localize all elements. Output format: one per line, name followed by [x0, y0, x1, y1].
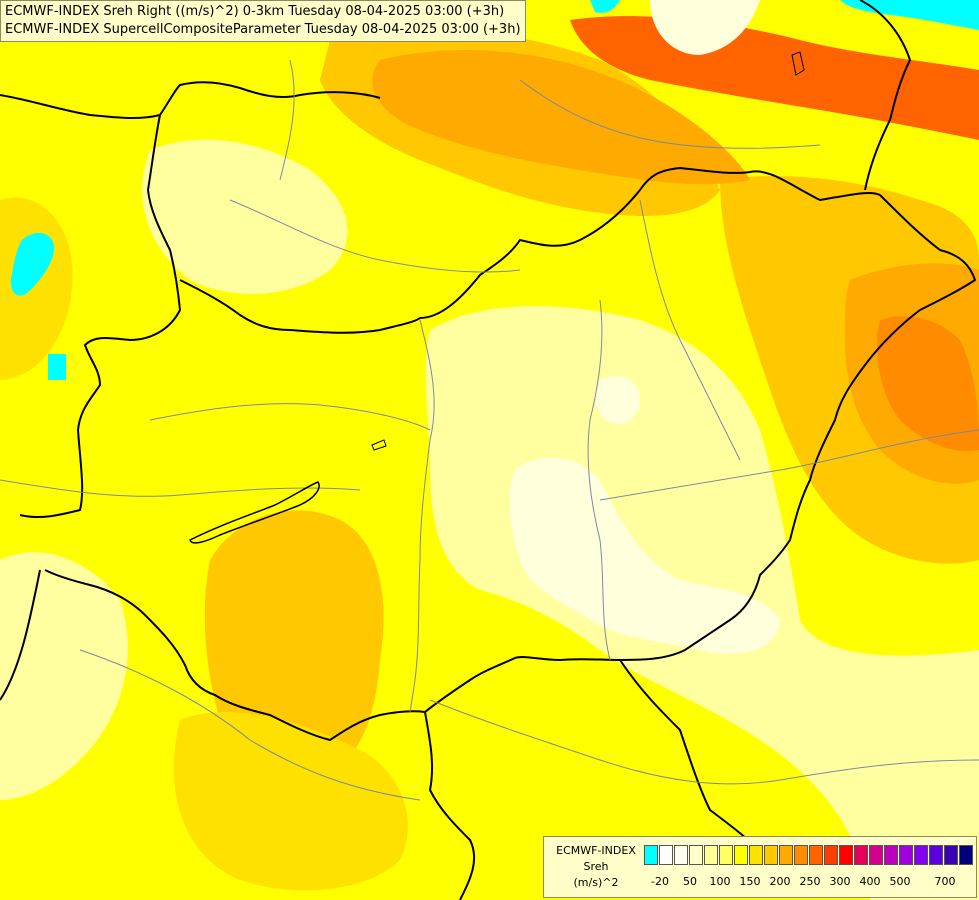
field-pale-north	[650, 0, 760, 55]
field-redorange-north	[570, 16, 979, 141]
legend-swatch	[734, 845, 748, 865]
map-title-box: ECMWF-INDEX Sreh Right ((m/s)^2) 0-3km T…	[0, 0, 526, 42]
field-light-north	[142, 139, 348, 294]
legend-swatch	[644, 845, 658, 865]
legend-tick-label: 300	[829, 875, 851, 888]
field-pale-spot	[595, 376, 640, 424]
field-cyan-west	[10, 232, 55, 296]
legend-source: ECMWF-INDEX	[556, 844, 636, 857]
legend-swatch	[674, 845, 688, 865]
legend-tick-label: 150	[739, 875, 761, 888]
regional-lines	[0, 59, 979, 801]
field-redorange-east	[876, 316, 979, 451]
legend-labels: ECMWF-INDEX Sreh (m/s)^2	[548, 843, 644, 891]
legend-swatch	[779, 845, 793, 865]
legend-swatch	[884, 845, 898, 865]
field-cyan-northeast	[840, 0, 979, 30]
legend-tick-label: 400	[859, 875, 881, 888]
color-legend: ECMWF-INDEX Sreh (m/s)^2 -20 50 100 150 200 2…	[543, 836, 977, 898]
legend-unit: (m/s)^2	[573, 876, 619, 889]
lake-small	[371, 439, 387, 451]
legend-swatch	[944, 845, 958, 865]
legend-swatch	[794, 845, 808, 865]
legend-tick-label: 500	[889, 875, 911, 888]
legend-swatch	[959, 845, 973, 865]
legend-swatch	[854, 845, 868, 865]
legend-swatch	[689, 845, 703, 865]
field-cyan-north	[590, 0, 620, 13]
legend-tick-label: 200	[769, 875, 791, 888]
field-orange-southwest	[173, 711, 408, 891]
field-light-west	[0, 552, 128, 800]
legend-swatch	[719, 845, 733, 865]
legend-swatch	[659, 845, 673, 865]
legend-tick-label: 100	[709, 875, 731, 888]
lake-balaton	[189, 481, 320, 544]
field-orange-west	[0, 197, 73, 380]
field-orange-north-core	[372, 50, 750, 185]
legend-swatch	[914, 845, 928, 865]
legend-tick-label: 250	[799, 875, 821, 888]
legend-swatch	[809, 845, 823, 865]
lake-north	[791, 51, 805, 76]
legend-swatch	[749, 845, 763, 865]
title-line-1: ECMWF-INDEX Sreh Right ((m/s)^2) 0-3km T…	[5, 4, 505, 19]
legend-tick-label: 50	[683, 875, 697, 888]
legend-swatch	[764, 845, 778, 865]
title-line-2: ECMWF-INDEX SupercellCompositeParameter …	[5, 22, 521, 37]
legend-swatch	[704, 845, 718, 865]
field-cyan-west-spot	[48, 354, 66, 380]
legend-swatch	[929, 845, 943, 865]
legend-swatch	[839, 845, 853, 865]
field-pale-zone	[509, 457, 780, 654]
legend-tick-label: -20	[651, 875, 669, 888]
legend-swatch	[824, 845, 838, 865]
legend-swatch	[899, 845, 913, 865]
legend-tick-label: 700	[934, 875, 956, 888]
legend-swatch	[869, 845, 883, 865]
legend-variable: Sreh	[583, 860, 609, 873]
